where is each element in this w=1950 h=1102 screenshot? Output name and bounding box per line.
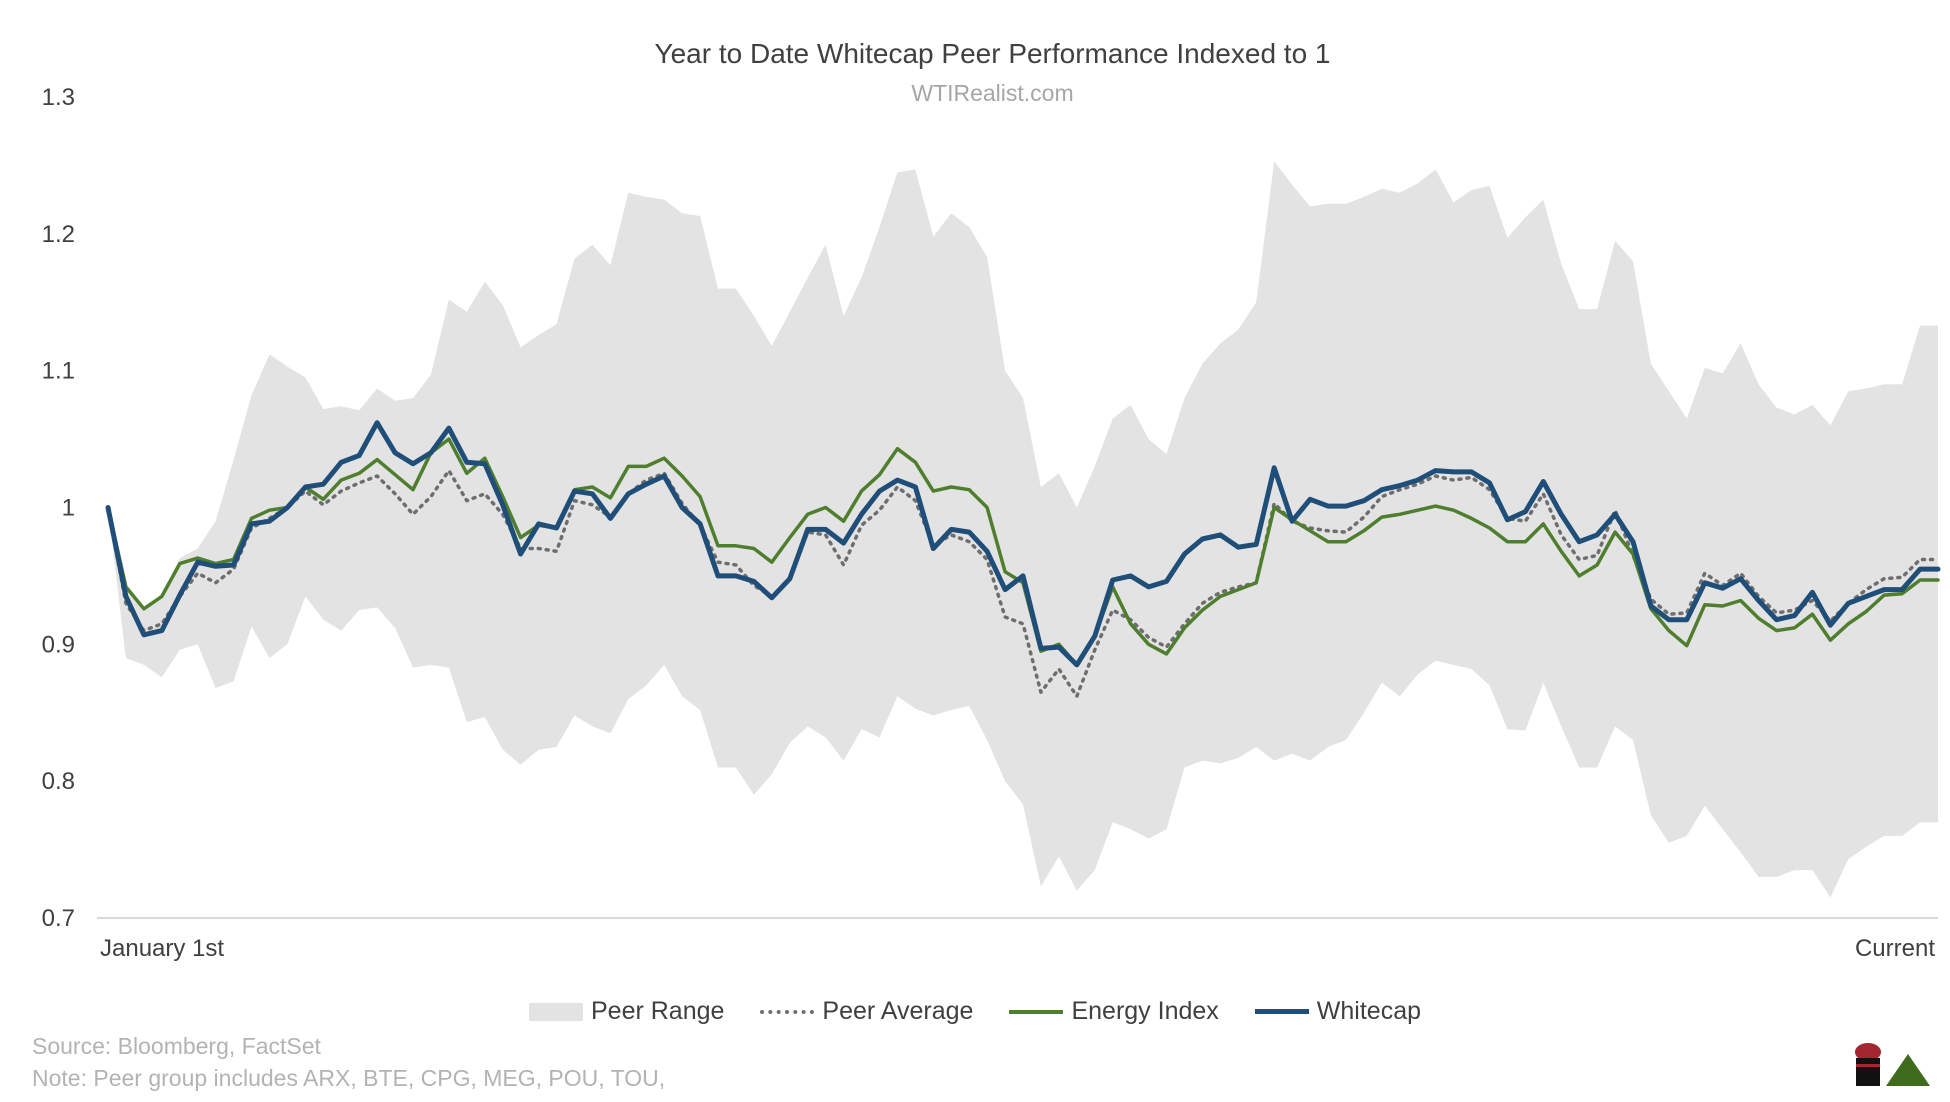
- y-tick-label: 1.2: [42, 221, 75, 248]
- x-tick-label-start: January 1st: [100, 935, 224, 962]
- legend-swatch-energy-index: [1009, 1009, 1064, 1014]
- note-line: Note: Peer group includes ARX, BTE, CPG,…: [32, 1065, 666, 1091]
- legend-label-peer-average: Peer Average: [822, 997, 974, 1025]
- logo-cap-shape: [1855, 1043, 1881, 1061]
- x-tick-label-end: Current: [1855, 935, 1935, 962]
- peer-range-band-layer: [108, 161, 1938, 898]
- legend-label-whitecap: Whitecap: [1316, 997, 1422, 1025]
- logo-barrel-band: [1856, 1064, 1880, 1067]
- chart-title: Year to Date Whitecap Peer Performance I…: [654, 38, 1331, 69]
- y-tick-label: 0.8: [42, 768, 75, 795]
- source-notes: Source: Bloomberg, FactSet Note: Peer gr…: [32, 1030, 665, 1094]
- y-tick-label: 1.1: [42, 358, 75, 385]
- legend-item-peer-range[interactable]: Peer Range: [528, 997, 725, 1026]
- source-line: Source: Bloomberg, FactSet: [32, 1033, 321, 1059]
- legend-swatch-peer-average: [760, 1009, 815, 1014]
- tick-label-layer: 0.7 0.8 0.9 1 1.1 1.2 1.3 January 1st Current: [42, 84, 1936, 962]
- legend-item-energy-index[interactable]: Energy Index: [1009, 997, 1219, 1026]
- legend-label-energy-index: Energy Index: [1071, 997, 1219, 1025]
- chart-legend: Peer Range Peer Average Energy Index Whi…: [0, 997, 1950, 1026]
- y-tick-label: 1: [62, 495, 75, 522]
- peer-range-band: [108, 161, 1938, 898]
- series-layer: [105, 420, 1941, 699]
- legend-label-peer-range: Peer Range: [590, 997, 725, 1025]
- legend-item-whitecap[interactable]: Whitecap: [1254, 997, 1422, 1026]
- logo-barrel-shape: [1856, 1058, 1880, 1086]
- logo-triangle-shape: [1886, 1054, 1930, 1086]
- legend-item-peer-average[interactable]: Peer Average: [760, 997, 973, 1026]
- peer-average-line: [106, 468, 1940, 699]
- y-tick-label: 1.3: [42, 84, 75, 111]
- y-tick-label: 0.9: [42, 631, 75, 658]
- whitecap-line: [105, 420, 1941, 668]
- y-tick-label: 0.7: [42, 905, 75, 932]
- legend-swatch-peer-range: [528, 1002, 583, 1021]
- wtirealist-logo: [1855, 1043, 1930, 1086]
- chart-subtitle: WTIRealist.com: [911, 80, 1074, 106]
- legend-swatch-whitecap: [1254, 1009, 1309, 1014]
